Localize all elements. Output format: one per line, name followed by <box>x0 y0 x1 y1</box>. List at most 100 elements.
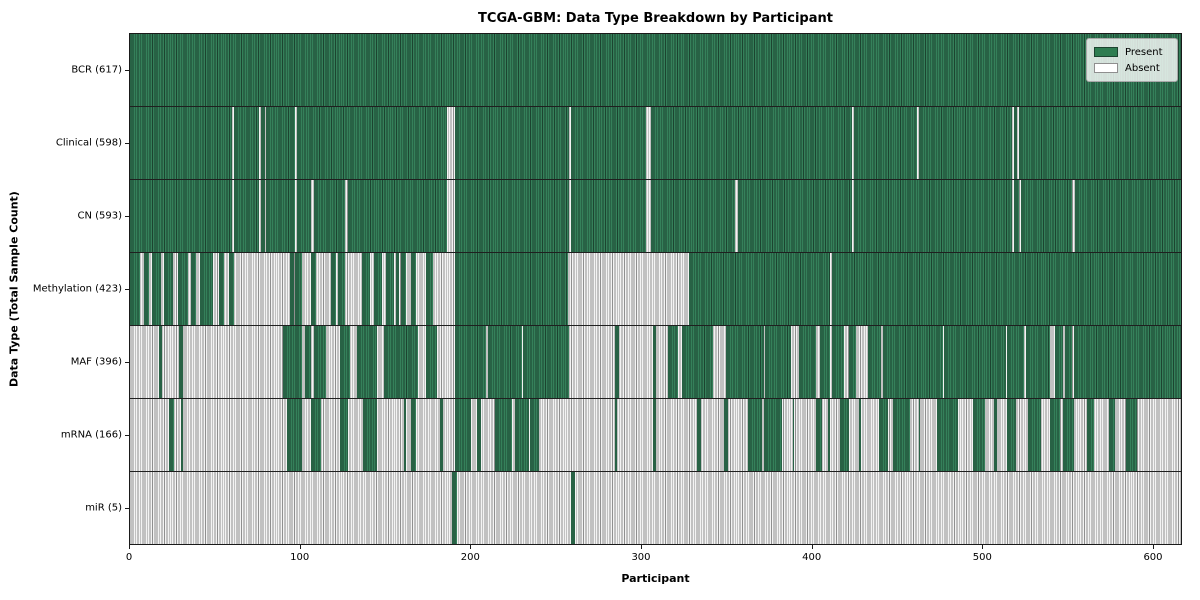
x-tick-label-200: 200 <box>460 552 480 563</box>
present-segment <box>993 399 998 471</box>
present-segment <box>1007 399 1016 471</box>
y-tick-label-maf: MAF (396) <box>70 356 122 368</box>
present-segment <box>339 399 349 471</box>
present-segment <box>228 253 234 325</box>
present-segment <box>1014 180 1020 252</box>
legend-present-label: Present <box>1125 46 1163 58</box>
x-tick-label-0: 0 <box>125 552 133 563</box>
y-tick-label-methylation: Methylation (423) <box>32 283 122 295</box>
present-segment <box>697 399 701 471</box>
legend-item-present: Present <box>1094 44 1170 60</box>
present-segment <box>426 326 437 398</box>
present-segment <box>310 253 316 325</box>
present-segment <box>668 326 679 398</box>
present-segment <box>859 399 861 471</box>
x-tick-mark <box>470 545 472 549</box>
present-segment <box>523 326 570 398</box>
y-tick-mark <box>125 215 129 217</box>
present-segment <box>411 253 417 325</box>
present-segment <box>373 253 383 325</box>
present-segment <box>765 326 791 398</box>
present-segment <box>831 326 844 398</box>
x-tick-mark <box>640 545 642 549</box>
x-tick-mark <box>982 545 984 549</box>
present-segment <box>615 399 618 471</box>
absent-swatch-icon <box>1094 63 1118 73</box>
present-segment <box>688 253 831 325</box>
present-segment <box>530 399 539 471</box>
present-segment <box>882 326 943 398</box>
present-segment <box>130 180 233 252</box>
present-segment <box>455 180 570 252</box>
present-segment <box>1049 399 1061 471</box>
x-tick-label-600: 600 <box>1143 552 1163 563</box>
present-segment <box>266 180 296 252</box>
present-segment <box>848 326 856 398</box>
present-segment <box>1126 399 1137 471</box>
present-segment <box>310 399 321 471</box>
y-tick-mark <box>125 435 129 437</box>
present-segment <box>1109 399 1115 471</box>
present-segment <box>724 399 728 471</box>
present-segment <box>487 326 522 398</box>
chart-title: TCGA-GBM: Data Type Breakdown by Partici… <box>478 11 833 26</box>
y-tick-mark <box>125 142 129 144</box>
present-segment <box>313 180 345 252</box>
row-mrna <box>130 399 1181 472</box>
present-segment <box>1063 399 1074 471</box>
present-segment <box>571 180 647 252</box>
present-segment <box>1014 107 1018 179</box>
present-segment <box>296 180 311 252</box>
present-segment <box>356 326 377 398</box>
present-segment <box>331 253 337 325</box>
present-segment <box>426 253 434 325</box>
present-segment <box>143 253 149 325</box>
present-segment <box>181 399 183 471</box>
present-segment <box>738 180 853 252</box>
present-segment <box>973 399 986 471</box>
present-segment <box>305 326 311 398</box>
row-maf <box>130 326 1181 399</box>
y-tick-label-clinical: Clinical (598) <box>55 137 122 149</box>
legend-item-absent: Absent <box>1094 60 1170 76</box>
present-segment <box>295 253 303 325</box>
present-segment <box>164 253 173 325</box>
present-segment <box>652 399 657 471</box>
present-segment <box>455 107 570 179</box>
x-tick-mark <box>129 545 130 549</box>
row-mir <box>130 472 1181 544</box>
y-tick-mark <box>125 362 129 364</box>
plot-area <box>129 33 1182 545</box>
x-tick-label-400: 400 <box>802 552 822 563</box>
x-tick-label-100: 100 <box>290 552 310 563</box>
present-segment <box>816 399 822 471</box>
x-tick-mark <box>811 545 813 549</box>
present-segment <box>261 107 265 179</box>
present-segment <box>918 399 921 471</box>
present-segment <box>400 253 406 325</box>
present-segment <box>455 326 486 398</box>
present-segment <box>385 253 395 325</box>
y-tick-label-cn: CN (593) <box>77 210 122 222</box>
present-segment <box>944 326 1006 398</box>
y-tick-mark <box>125 508 129 510</box>
present-segment <box>233 180 260 252</box>
present-segment <box>1027 399 1042 471</box>
present-segment <box>130 253 141 325</box>
present-segment <box>191 253 197 325</box>
present-segment <box>339 326 350 398</box>
present-segment <box>455 399 471 471</box>
present-segment <box>477 399 481 471</box>
present-segment <box>411 399 417 471</box>
present-segment <box>867 326 882 398</box>
present-segment <box>363 399 377 471</box>
y-tick-label-mrna: mRNA (166) <box>60 429 122 441</box>
present-segment <box>169 399 175 471</box>
present-segment <box>853 107 917 179</box>
present-segment <box>571 107 647 179</box>
row-bcr <box>130 34 1181 107</box>
legend-absent-label: Absent <box>1125 62 1160 74</box>
present-segment <box>233 107 260 179</box>
present-segment <box>1087 399 1095 471</box>
present-segment <box>1025 326 1050 398</box>
